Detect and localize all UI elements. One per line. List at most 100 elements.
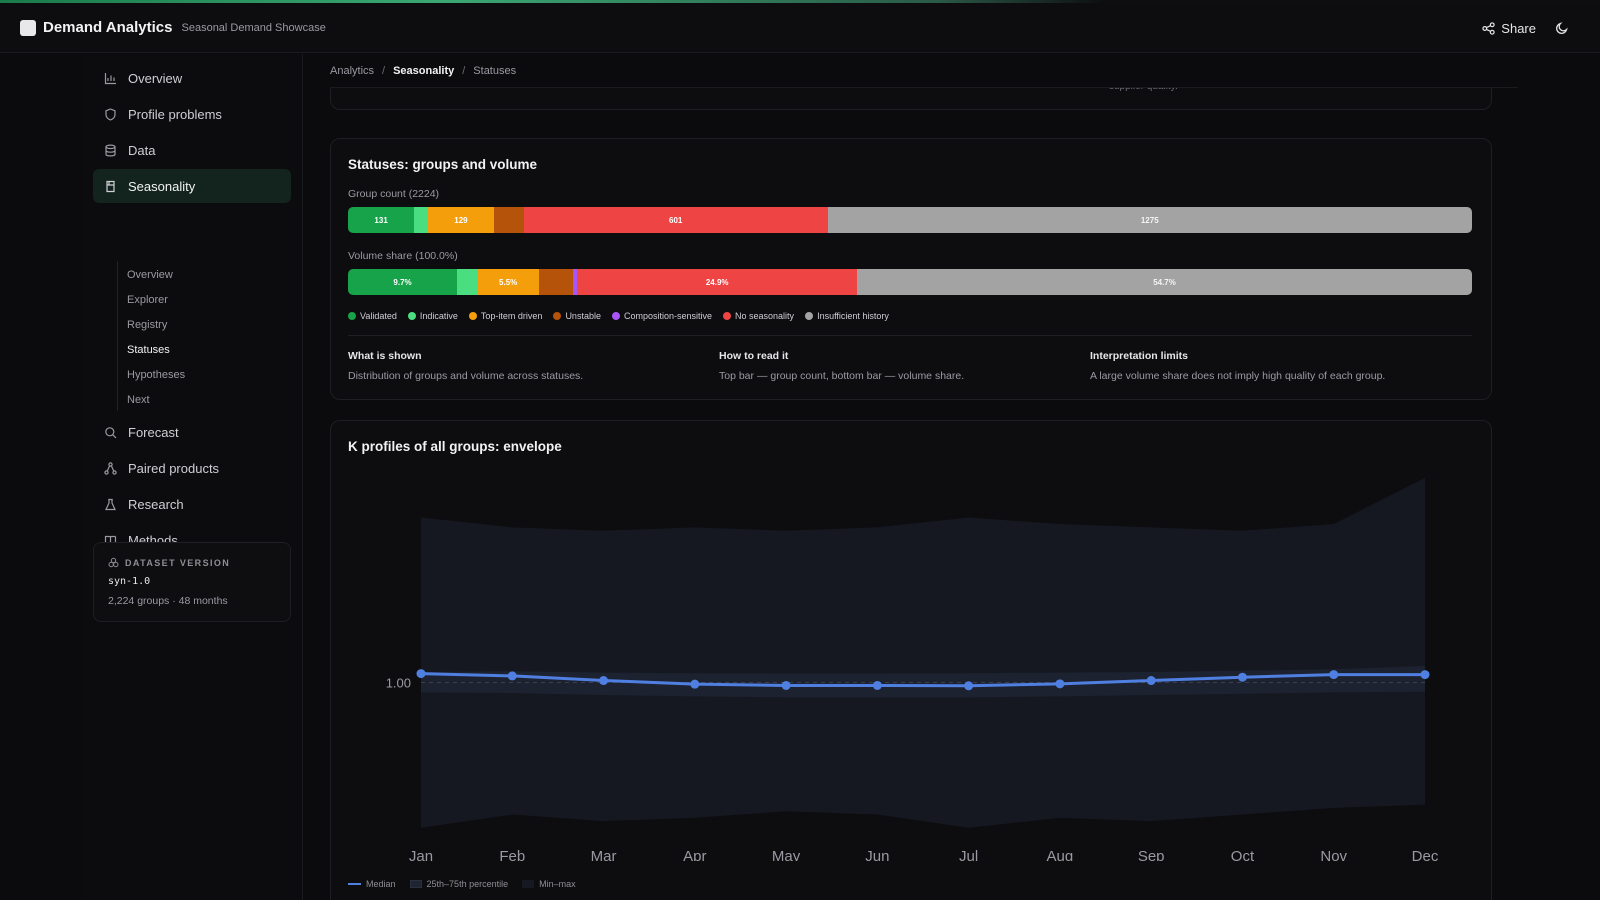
legend-iqr: 25th–75th percentile: [409, 879, 508, 889]
main-content: supplier quality. Analytics / Seasonalit…: [304, 54, 1600, 900]
bar-segment-top-item-driven[interactable]: 129: [428, 207, 494, 233]
search-icon: [103, 425, 117, 439]
legend-item: Insufficient history: [805, 311, 889, 321]
sidebar-item-overview[interactable]: Overview: [93, 61, 291, 95]
sidebar-item-seasonality[interactable]: Seasonality: [93, 169, 291, 203]
legend-label: Validated: [360, 311, 397, 321]
k-profile-title: K profiles of all groups: envelope: [348, 439, 562, 454]
layers-icon: [108, 557, 119, 568]
legend-label: Insufficient history: [817, 311, 889, 321]
legend-label: Unstable: [565, 311, 601, 321]
sidebar-item-label: Forecast: [128, 424, 179, 440]
bar-segment-composition-sensitive[interactable]: [572, 269, 578, 295]
subitem-next[interactable]: Next: [127, 394, 150, 406]
bar-chart-icon: [103, 71, 117, 85]
bar-segment-validated[interactable]: 131: [348, 207, 415, 233]
median-point[interactable]: [1420, 670, 1430, 680]
bar-segment-unstable[interactable]: [539, 269, 573, 295]
bar-segment-unstable[interactable]: [493, 207, 524, 233]
loading-progress-fill: [0, 0, 1104, 3]
sidebar-item-paired-products[interactable]: Paired products: [93, 451, 291, 485]
loading-progress-bar: [0, 0, 1600, 3]
bookmark-icon: [103, 179, 117, 193]
bar-segment-indicative[interactable]: [414, 207, 429, 233]
theme-toggle-button[interactable]: [1554, 20, 1570, 36]
dataset-version: syn-1.0: [108, 576, 151, 587]
sidebar-item-research[interactable]: Research: [93, 487, 291, 521]
legend-dot: [805, 312, 814, 320]
k-profile-chart: 1.00 Jan Feb Mar Apr May Jun Jul Aug Sep Oct Nov Dec: [386, 477, 1439, 861]
x-tick-label: Aug: [1047, 848, 1074, 861]
statuses-title: Statuses: groups and volume: [348, 157, 538, 172]
sidebar-item-profile-problems[interactable]: Profile problems: [93, 97, 291, 131]
group-count-label: Group count (2224): [348, 188, 440, 200]
x-tick-label: Jul: [959, 848, 978, 861]
median-point[interactable]: [872, 680, 882, 690]
subitem-explorer[interactable]: Explorer: [127, 294, 168, 306]
x-tick-label: Jun: [865, 848, 889, 861]
info-heading: Interpretation limits: [1090, 350, 1189, 362]
breadcrumb: Analytics / Seasonality / Statuses: [330, 54, 1518, 88]
breadcrumb-seasonality[interactable]: Seasonality: [393, 64, 455, 77]
sidebar-item-forecast[interactable]: Forecast: [93, 415, 291, 449]
bar-segment-no-seasonality[interactable]: 601: [523, 207, 828, 233]
app-subtitle: Seasonal Demand Showcase: [181, 21, 326, 34]
legend-label: Top-item driven: [480, 311, 543, 321]
app-title: Demand Analytics: [43, 19, 173, 36]
sidebar-item-label: Data: [128, 142, 156, 158]
breadcrumb-separator: /: [462, 64, 466, 77]
share-icon: [1482, 21, 1495, 35]
x-tick-label: Mar: [591, 848, 617, 861]
median-point[interactable]: [1146, 676, 1156, 686]
bar-segment-insufficient-history[interactable]: 54.7%: [857, 269, 1472, 295]
app-header: Demand Analytics Seasonal Demand Showcas…: [0, 3, 1600, 53]
legend-item: Composition-sensitive: [611, 311, 712, 321]
breadcrumb-separator: /: [382, 64, 386, 77]
median-point[interactable]: [507, 671, 517, 681]
volume-share-label: Volume share (100.0%): [348, 250, 458, 262]
bar-segment-validated[interactable]: 9.7%: [348, 269, 458, 295]
sidebar: Overview Profile problems Data Seasonali…: [83, 54, 303, 900]
share-button[interactable]: Share: [1482, 21, 1536, 36]
subitem-statuses[interactable]: Statuses: [127, 344, 170, 356]
k-profile-card: K profiles of all groups: envelope 1.00 J…: [330, 420, 1492, 900]
x-tick-label: Oct: [1231, 848, 1255, 861]
legend-dot: [723, 312, 732, 320]
x-tick-label: Jan: [409, 848, 433, 861]
x-tick-label: Nov: [1320, 848, 1347, 861]
bar-segment-no-seasonality[interactable]: 24.9%: [577, 269, 858, 295]
network-icon: [103, 461, 117, 475]
dataset-heading: DATASET VERSION: [125, 557, 231, 568]
minmax-band: [421, 477, 1425, 828]
subitem-hypotheses[interactable]: Hypotheses: [127, 369, 186, 381]
sidebar-item-data[interactable]: Data: [93, 133, 291, 167]
chart-legend: Median 25th–75th percentile Min–max: [348, 879, 576, 889]
x-tick-label: Apr: [683, 848, 706, 861]
breadcrumb-analytics[interactable]: Analytics: [330, 64, 375, 77]
legend-median-label: Median: [366, 879, 396, 889]
x-tick-label: Dec: [1412, 848, 1439, 861]
median-point[interactable]: [1329, 670, 1339, 680]
legend-dot: [348, 312, 356, 320]
subitem-registry[interactable]: Registry: [127, 319, 168, 331]
app-logo-icon: [20, 19, 36, 36]
median-point[interactable]: [1055, 679, 1065, 689]
bar-segment-insufficient-history[interactable]: 1275: [827, 207, 1472, 233]
median-point[interactable]: [1237, 672, 1247, 682]
legend-item: No seasonality: [723, 311, 794, 321]
median-point[interactable]: [690, 679, 700, 689]
median-point[interactable]: [416, 669, 426, 679]
bar-segment-indicative[interactable]: [457, 269, 478, 295]
legend-dot: [468, 312, 477, 320]
submenu-rail: [117, 261, 118, 411]
divider: [348, 335, 1472, 336]
info-heading: What is shown: [348, 350, 422, 362]
subitem-overview[interactable]: Overview: [127, 269, 173, 281]
legend-item: Top-item driven: [468, 311, 543, 321]
median-point[interactable]: [781, 680, 791, 690]
bar-segment-top-item-driven[interactable]: 5.5%: [477, 269, 540, 295]
median-point[interactable]: [964, 681, 974, 691]
info-body: A large volume share does not imply high…: [1090, 370, 1386, 382]
legend-item: Validated: [348, 311, 397, 321]
median-point[interactable]: [599, 676, 609, 686]
